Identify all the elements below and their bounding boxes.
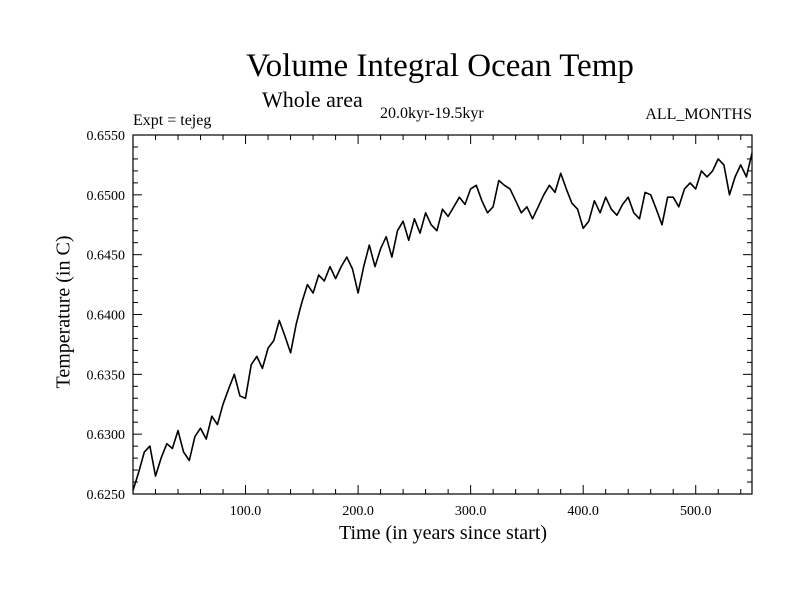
series-line-tejeg: [132, 152, 753, 491]
months-label: ALL_MONTHS: [645, 106, 752, 123]
x-tick-label: 500.0: [680, 504, 712, 519]
plot-frame: [132, 134, 753, 495]
y-axis-label: Temperature (in C): [52, 235, 75, 389]
y-tick-label: 0.6300: [87, 428, 126, 443]
axis-ticks: [133, 135, 752, 494]
experiment-label: Expt = tejeg: [133, 112, 212, 129]
chart-period: 20.0kyr-19.5kyr: [380, 105, 484, 122]
y-tick-label: 0.6250: [87, 488, 126, 503]
y-tick-label: 0.6400: [87, 309, 126, 324]
tick-labels: 100.0 200.0 300.0 400.0 500.0 0.6250 0.6300 0.6…: [87, 129, 712, 519]
x-tick-label: 400.0: [567, 504, 599, 519]
x-tick-label: 100.0: [230, 504, 262, 519]
chart-title: Volume Integral Ocean Temp: [246, 48, 634, 84]
y-tick-label: 0.6550: [87, 129, 126, 144]
x-tick-label: 200.0: [342, 504, 374, 519]
y-tick-label: 0.6350: [87, 368, 126, 383]
chart-subtitle: Whole area: [262, 87, 363, 112]
y-tick-label: 0.6500: [87, 189, 126, 204]
x-axis-label: Time (in years since start): [338, 522, 548, 544]
y-tick-label: 0.6450: [87, 249, 126, 264]
x-tick-label: 300.0: [455, 504, 487, 519]
